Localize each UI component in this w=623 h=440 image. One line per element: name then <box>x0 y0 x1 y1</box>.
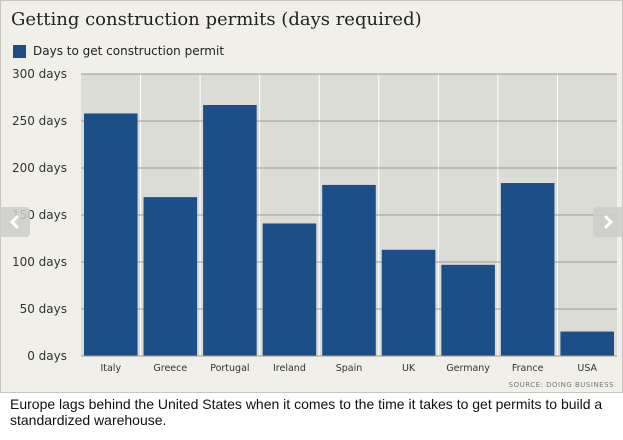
bar-ireland <box>262 223 317 356</box>
y-tick-label: 100 days <box>12 255 67 269</box>
bar-spain <box>322 184 376 356</box>
y-tick-label: 0 days <box>27 349 67 363</box>
x-tick-label: Spain <box>336 363 363 374</box>
bar-portugal <box>203 105 257 357</box>
previous-button[interactable] <box>0 207 30 237</box>
chart-panel: Getting construction permits (days requi… <box>0 0 623 393</box>
y-tick-label: 50 days <box>20 302 67 316</box>
chevron-right-icon <box>603 214 614 230</box>
bar-france <box>500 183 555 356</box>
chevron-left-icon <box>9 214 20 230</box>
x-tick-label: Italy <box>100 363 121 374</box>
bar-germany <box>441 264 495 356</box>
x-tick-label: USA <box>577 363 597 374</box>
x-tick-label: Greece <box>153 363 187 374</box>
legend-label: Days to get construction permit <box>33 44 225 58</box>
next-button[interactable] <box>593 207 623 237</box>
x-tick-label: Ireland <box>273 363 306 374</box>
y-tick-label: 300 days <box>12 67 67 81</box>
caption: Europe lags behind the United States whe… <box>10 396 603 428</box>
legend: Days to get construction permit <box>13 44 224 58</box>
legend-swatch <box>13 44 26 58</box>
bar-italy <box>84 113 138 356</box>
y-tick-label: 250 days <box>12 114 67 128</box>
bar-usa <box>560 331 614 356</box>
x-tick-label: UK <box>402 363 416 374</box>
bar-uk <box>381 249 436 356</box>
source-note: SOURCE: DOING BUSINESS <box>508 381 614 389</box>
x-tick-label: Germany <box>446 363 490 374</box>
y-tick-label: 200 days <box>12 161 67 175</box>
x-tick-label: Portugal <box>210 363 249 374</box>
x-tick-label: France <box>512 363 544 374</box>
chart-title: Getting construction permits (days requi… <box>11 9 422 30</box>
bar-greece <box>143 197 198 356</box>
